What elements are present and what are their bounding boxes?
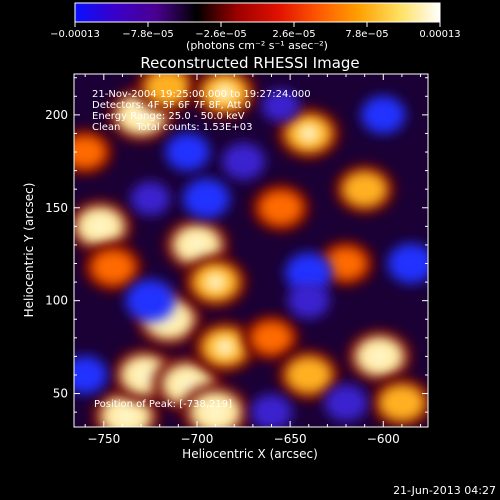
heatmap-negative bbox=[125, 279, 176, 322]
y-tick-label: 50 bbox=[53, 387, 68, 401]
heatmap-negative bbox=[221, 142, 266, 180]
heatmap-negative bbox=[287, 282, 330, 319]
heatmap-negative bbox=[74, 355, 108, 395]
heatmap-core bbox=[368, 346, 391, 366]
heatmap-core bbox=[297, 124, 320, 143]
annotation-clean-counts: Clean Total counts: 1.53E+03 bbox=[92, 122, 252, 133]
heatmap-negative bbox=[361, 95, 406, 134]
heatmap-source bbox=[258, 189, 304, 226]
colorbar bbox=[74, 2, 441, 23]
heatmap-core bbox=[114, 405, 138, 426]
heatmap-source bbox=[74, 135, 107, 169]
heatmap-source bbox=[250, 320, 293, 355]
heatmap-image bbox=[74, 74, 428, 427]
y-tick-label: 100 bbox=[45, 294, 68, 308]
heatmap-core bbox=[129, 105, 153, 125]
annotation-detectors: Detectors: 4F 5F 6F 7F 8F, Att 0 bbox=[92, 100, 251, 111]
heatmap-core bbox=[175, 374, 200, 395]
colorbar-ticks bbox=[74, 22, 441, 27]
x-tick-label: −700 bbox=[180, 432, 213, 446]
colorbar-tick-label: 0.00013 bbox=[419, 29, 460, 40]
x-axis-label: Heliocentric X (arcsec) bbox=[182, 447, 318, 461]
colorbar-tick-label: 7.8e−05 bbox=[345, 29, 388, 40]
colorbar-tick-label: 2.6e−05 bbox=[272, 29, 315, 40]
colorbar-tick-label: −0.00013 bbox=[50, 29, 100, 40]
y-axis-label: Heliocentric Y (arcsec) bbox=[22, 183, 36, 318]
heatmap-negative bbox=[324, 384, 368, 422]
heatmap-source bbox=[378, 383, 426, 422]
x-tick-label: −600 bbox=[367, 432, 400, 446]
annotation-energy-range: Energy Range: 25.0 - 50.0 keV bbox=[92, 111, 245, 122]
heatmap-source bbox=[143, 74, 191, 106]
heatmap-negative bbox=[130, 181, 171, 216]
y-tick-label: 200 bbox=[45, 108, 68, 122]
heatmap-negative bbox=[250, 394, 293, 427]
heatmap-source bbox=[285, 356, 333, 394]
annotation-block: 21-Nov-2004 19:25:00.000 to 19:27:24.000… bbox=[92, 89, 311, 410]
x-axis-ticks: −750 −700 −650 −600 bbox=[84, 74, 422, 446]
heatmap-core bbox=[204, 272, 227, 292]
y-tick-label: 150 bbox=[45, 201, 68, 215]
chart-title: Reconstructed RHESSI Image bbox=[140, 54, 359, 72]
heatmap-core bbox=[214, 337, 236, 357]
colorbar-tick-labels: −0.00013 −7.8e−05 −2.6e−05 2.6e−05 7.8e−05 0.… bbox=[50, 29, 461, 40]
colorbar-unit-label: (photons cm⁻² s⁻¹ asec⁻²) bbox=[186, 39, 328, 52]
heatmap-core bbox=[214, 83, 236, 102]
heatmap-negative bbox=[285, 252, 333, 293]
heatmap-negative bbox=[261, 89, 300, 122]
heatmap-core bbox=[185, 235, 209, 255]
heatmap-negative bbox=[165, 132, 210, 172]
x-tick-label: −650 bbox=[274, 432, 307, 446]
x-tick-label: −750 bbox=[87, 432, 120, 446]
colorbar-tick-label: −7.8e−05 bbox=[122, 29, 174, 40]
heatmap-core bbox=[203, 402, 228, 423]
heatmap-negative bbox=[182, 178, 230, 219]
heatmap-negative bbox=[387, 243, 428, 284]
heatmap-core bbox=[88, 216, 112, 236]
heatmap-source bbox=[90, 249, 136, 286]
annotation-peak-position: Position of Peak: [-738,219] bbox=[94, 399, 232, 410]
plot-frame bbox=[73, 73, 429, 428]
footer-timestamp: 21-Jun-2013 04:27 bbox=[393, 484, 496, 497]
heatmap-core bbox=[133, 365, 156, 385]
heatmap-source bbox=[341, 170, 388, 208]
y-axis-ticks: 50 100 150 200 bbox=[45, 77, 428, 413]
colorbar-tick-label: −2.6e−05 bbox=[195, 29, 247, 40]
annotation-time-range: 21-Nov-2004 19:25:00.000 to 19:27:24.000 bbox=[92, 89, 311, 100]
heatmap-source bbox=[324, 246, 368, 281]
